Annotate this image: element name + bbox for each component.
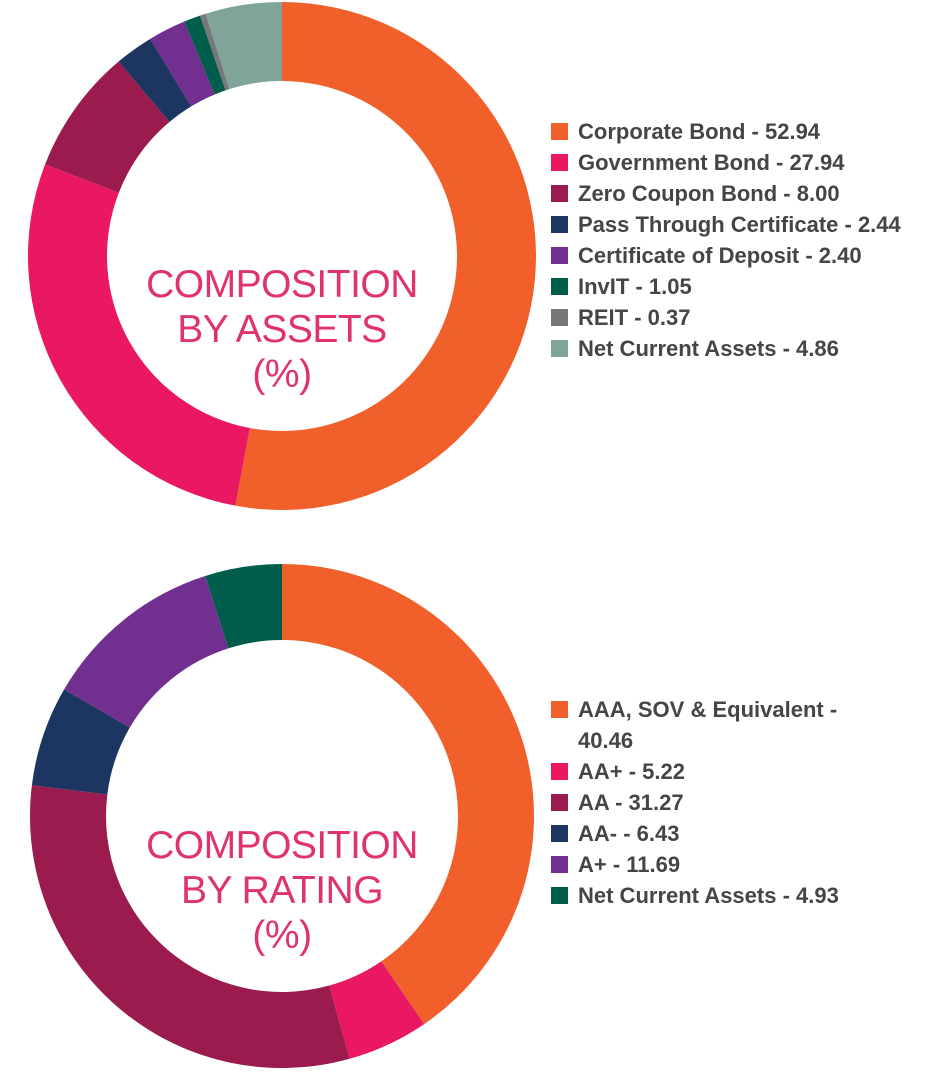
legend-item: Zero Coupon Bond - 8.00 xyxy=(551,178,946,209)
legend-swatch xyxy=(551,123,568,140)
legend-label: Net Current Assets - 4.93 xyxy=(578,883,839,908)
legend-swatch xyxy=(551,763,568,780)
legend-label: Corporate Bond - 52.94 xyxy=(578,119,821,144)
legend-label: A+ - 11.69 xyxy=(578,852,681,877)
donut-slice-aa xyxy=(30,785,350,1068)
donut-slice-aa xyxy=(31,689,130,795)
donut-slice-certificate-of-deposit xyxy=(150,21,215,107)
legend-label: AAA, SOV & Equivalent - 40.46 xyxy=(578,697,838,753)
legend-swatch xyxy=(551,794,568,811)
rating-center-title: COMPOSITION BY RATING (%) xyxy=(112,823,452,958)
legend-item: Net Current Assets - 4.93 xyxy=(551,880,881,911)
legend-item: Net Current Assets - 4.86 xyxy=(551,333,946,364)
legend-item: Pass Through Certificate - 2.44 xyxy=(551,209,946,240)
legend-swatch xyxy=(551,825,568,842)
legend-item: Government Bond - 27.94 xyxy=(551,147,946,178)
legend-swatch xyxy=(551,185,568,202)
legend-item: AA - 31.27 xyxy=(551,787,881,818)
assets-center-title: COMPOSITION BY ASSETS (%) xyxy=(112,262,452,397)
legend-item: Corporate Bond - 52.94 xyxy=(551,116,946,147)
legend-swatch xyxy=(551,216,568,233)
legend-swatch xyxy=(551,309,568,326)
legend-swatch xyxy=(551,701,568,718)
legend-swatch xyxy=(551,887,568,904)
rating-title-line-1: COMPOSITION xyxy=(146,824,418,867)
legend-label: REIT - 0.37 xyxy=(578,305,691,330)
donut-slice-pass-through-certificate xyxy=(118,38,192,123)
rating-donut xyxy=(30,564,535,1068)
legend-item: Certificate of Deposit - 2.40 xyxy=(551,240,946,271)
legend-swatch xyxy=(551,154,568,171)
legend-item: AA- - 6.43 xyxy=(551,818,881,849)
legend-label: AA - 31.27 xyxy=(578,790,684,815)
legend-swatch xyxy=(551,278,568,295)
assets-title-line-3: (%) xyxy=(252,353,312,396)
legend-label: Certificate of Deposit - 2.40 xyxy=(578,243,862,268)
donut-slice-reit xyxy=(200,13,230,91)
assets-title-line-2: BY ASSETS xyxy=(177,308,387,351)
legend-label: AA- - 6.43 xyxy=(578,821,680,846)
legend-item: REIT - 0.37 xyxy=(551,302,946,333)
legend-swatch xyxy=(551,247,568,264)
legend-label: AA+ - 5.22 xyxy=(578,759,685,784)
legend-item: InvIT - 1.05 xyxy=(551,271,946,302)
rating-legend: AAA, SOV & Equivalent - 40.46 AA+ - 5.22… xyxy=(551,694,881,911)
legend-label: Net Current Assets - 4.86 xyxy=(578,336,839,361)
legend-label: InvIT - 1.05 xyxy=(578,274,692,299)
donut-slice-aa xyxy=(329,961,425,1059)
donut-slice-a xyxy=(64,575,229,728)
assets-title-line-1: COMPOSITION xyxy=(146,263,418,306)
donut-slice-zero-coupon-bond xyxy=(45,61,170,193)
donut-slice-net-current-assets xyxy=(205,564,282,649)
donut-slice-corporate-bond xyxy=(235,2,536,510)
legend-item: AAA, SOV & Equivalent - 40.46 xyxy=(551,694,881,756)
composition-by-assets-chart: COMPOSITION BY ASSETS (%) Corporate Bond… xyxy=(28,1,946,510)
donut-slice-aaa-sov-equivalent xyxy=(282,564,535,1025)
donut-slice-invit xyxy=(184,15,226,95)
donut-slice-government-bond xyxy=(28,164,250,506)
legend-swatch xyxy=(551,340,568,357)
legend-label: Pass Through Certificate - 2.44 xyxy=(578,212,901,237)
legend-item: AA+ - 5.22 xyxy=(551,756,881,787)
legend-item: A+ - 11.69 xyxy=(551,849,881,880)
composition-by-rating-chart: COMPOSITION BY RATING (%) AAA, SOV & Equ… xyxy=(0,538,948,1076)
donut-slice-net-current-assets xyxy=(205,1,282,90)
assets-donut xyxy=(28,1,536,510)
legend-label: Zero Coupon Bond - 8.00 xyxy=(578,181,840,206)
legend-swatch xyxy=(551,856,568,873)
assets-legend: Corporate Bond - 52.94 Government Bond -… xyxy=(551,116,946,364)
rating-title-line-3: (%) xyxy=(252,914,312,957)
rating-title-line-2: BY RATING xyxy=(180,869,384,912)
legend-label: Government Bond - 27.94 xyxy=(578,150,845,175)
